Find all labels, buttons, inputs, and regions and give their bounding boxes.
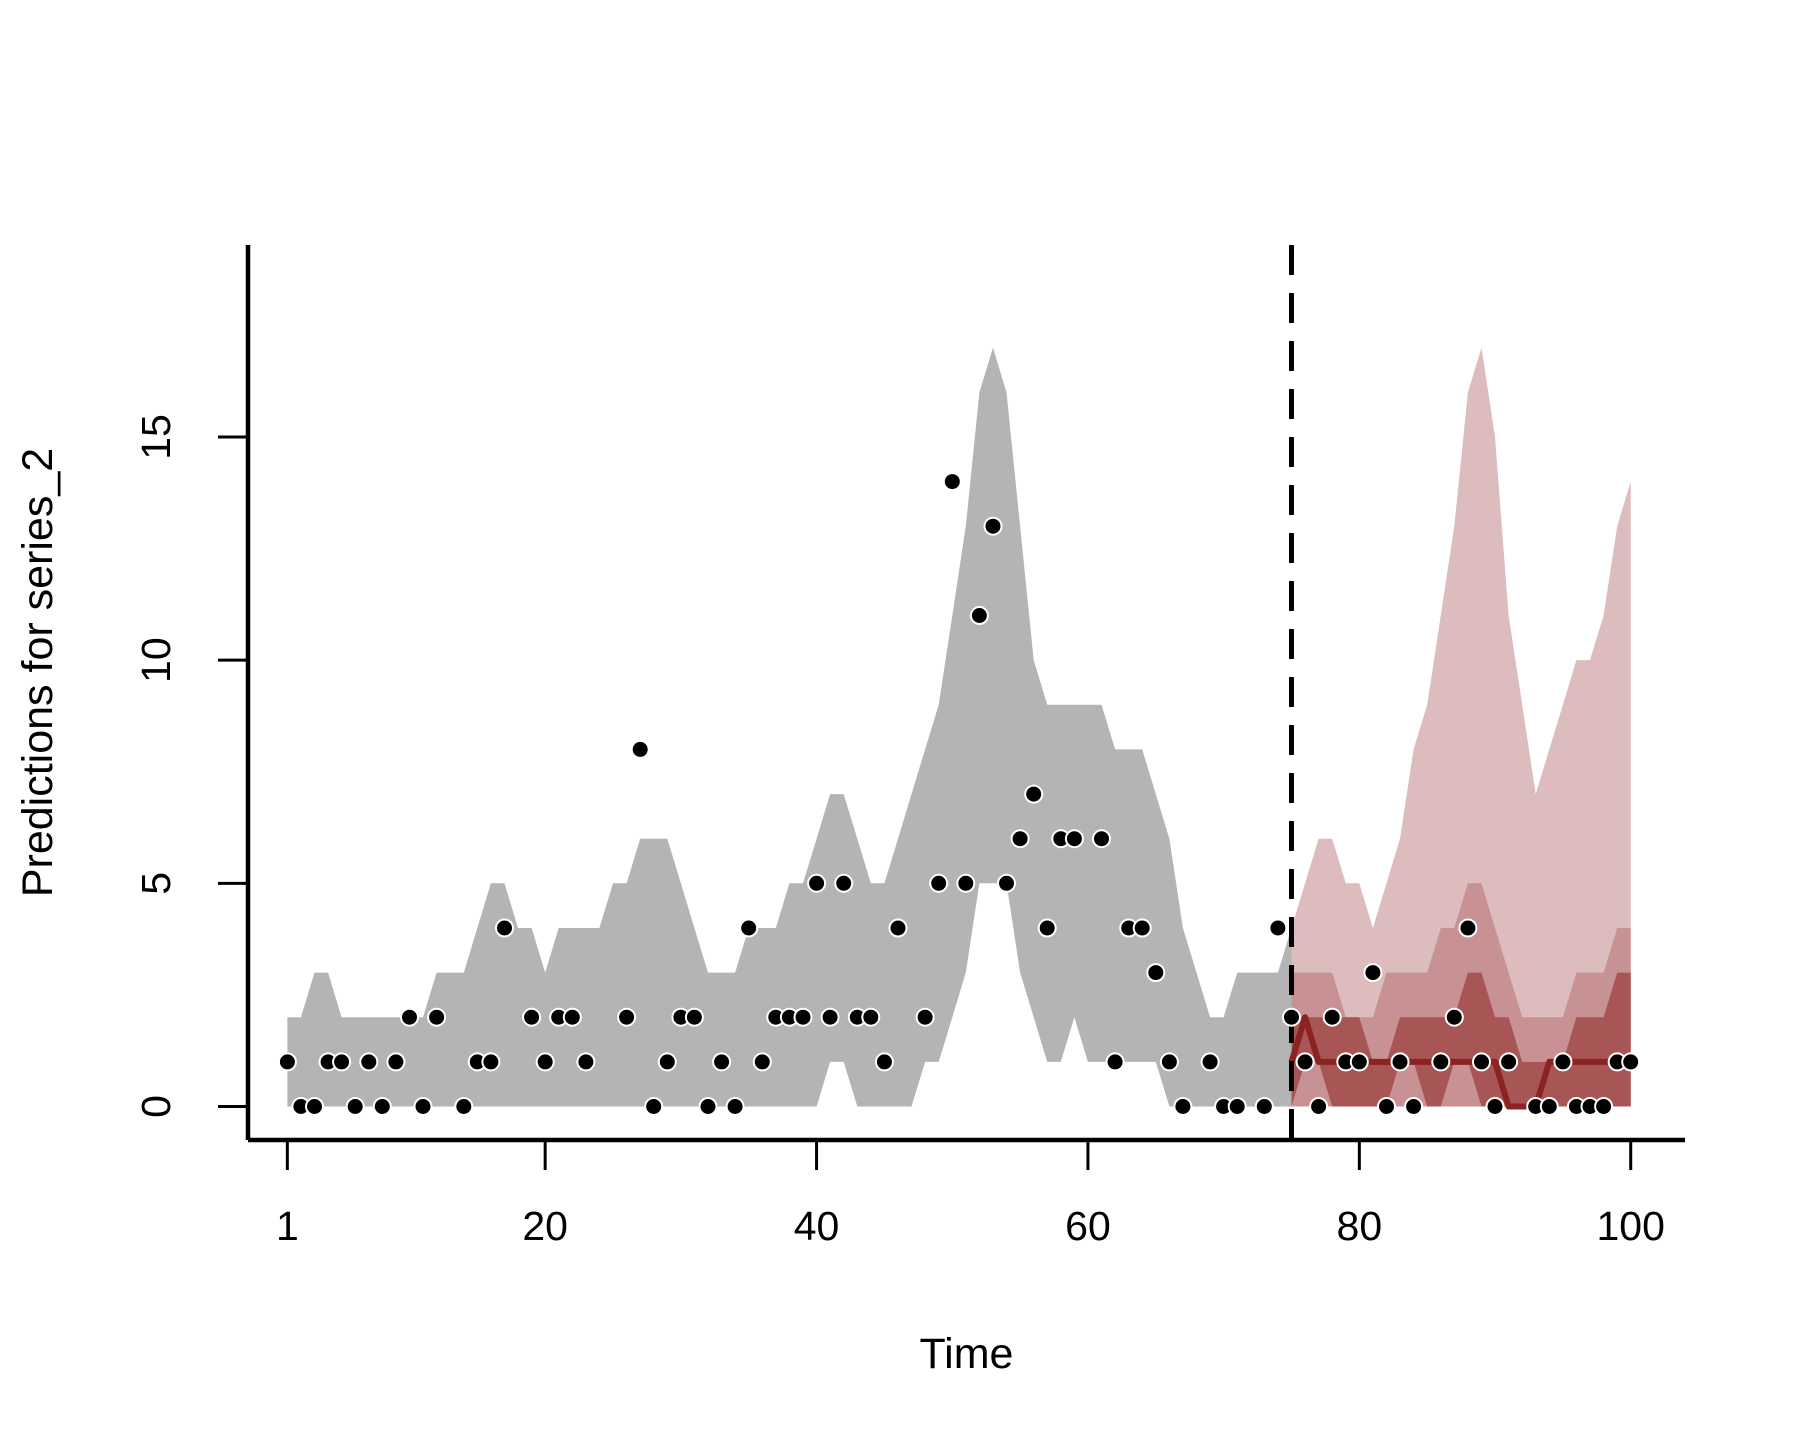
observed-point — [915, 1007, 935, 1027]
observed-point — [1173, 1097, 1193, 1116]
observed-point — [617, 1007, 637, 1027]
x-tick-label: 20 — [522, 1203, 568, 1249]
axes: 1 20 40 60 80 100 0 5 10 15 — [133, 245, 1685, 1249]
observed-point — [1105, 1052, 1125, 1072]
observed-point — [712, 1052, 732, 1072]
y-tick-label: 0 — [133, 1095, 179, 1118]
observed-point — [684, 1007, 704, 1027]
observed-point — [834, 873, 854, 893]
plot-area — [277, 245, 1641, 1140]
observed-point — [372, 1097, 392, 1116]
x-tick-label: 1 — [276, 1203, 299, 1249]
observed-point — [305, 1097, 324, 1116]
observed-point — [1024, 784, 1044, 804]
x-tick-label: 40 — [794, 1203, 840, 1249]
observed-point — [400, 1007, 419, 1027]
observed-point — [793, 1007, 813, 1027]
observed-point — [332, 1052, 352, 1072]
y-tick-label: 5 — [133, 872, 179, 895]
y-tick-label: 15 — [133, 414, 179, 460]
observed-point — [630, 739, 650, 759]
observed-point — [522, 1007, 542, 1027]
observed-point — [969, 606, 989, 625]
observed-point — [1621, 1052, 1641, 1072]
observed-point — [1092, 829, 1111, 849]
observed-point — [820, 1007, 840, 1027]
observed-point — [481, 1052, 501, 1072]
observed-point — [1444, 1007, 1464, 1027]
observed-point — [698, 1097, 718, 1116]
observed-point — [454, 1097, 474, 1116]
observed-point — [495, 918, 514, 938]
observed-point — [657, 1052, 677, 1072]
observed-point — [1377, 1097, 1396, 1116]
y-axis-title: Predictions for series_2 — [14, 448, 62, 897]
observed-point — [1553, 1052, 1573, 1072]
observed-point — [1472, 1052, 1491, 1072]
y-tick-label: 10 — [133, 637, 179, 683]
observed-point — [386, 1052, 406, 1072]
observed-point — [997, 873, 1016, 893]
observed-point — [1349, 1052, 1369, 1072]
observed-point — [1539, 1097, 1559, 1116]
x-axis-title: Time — [920, 1330, 1014, 1378]
observed-point — [1282, 1007, 1301, 1027]
observed-point — [562, 1007, 582, 1027]
observed-point — [739, 918, 759, 938]
observed-point — [1254, 1097, 1274, 1116]
forecast-mid-band — [1291, 883, 1631, 1107]
observed-point — [1404, 1097, 1424, 1116]
observed-point — [983, 516, 1003, 536]
observed-point — [345, 1097, 365, 1116]
observed-point — [1159, 1052, 1179, 1072]
observed-point — [1458, 918, 1478, 938]
observed-point — [1499, 1052, 1519, 1072]
observed-point — [1200, 1052, 1220, 1072]
observed-point — [725, 1097, 745, 1116]
observed-point — [861, 1007, 881, 1027]
observed-point — [1010, 829, 1030, 849]
observed-point — [929, 873, 949, 893]
observed-point — [1431, 1052, 1451, 1072]
observed-point — [359, 1052, 379, 1072]
observed-point — [277, 1052, 297, 1072]
observed-interval-band — [287, 347, 1292, 1107]
observed-point — [1594, 1097, 1614, 1116]
observed-point — [956, 873, 976, 893]
observed-point — [535, 1052, 555, 1072]
observed-point — [888, 918, 908, 938]
observed-point — [1227, 1097, 1247, 1116]
observed-point — [1268, 918, 1288, 938]
observed-point — [752, 1052, 772, 1072]
observed-point — [644, 1097, 664, 1116]
observed-point — [1146, 963, 1166, 983]
x-tick-label: 100 — [1597, 1203, 1665, 1249]
observed-point — [1363, 963, 1383, 983]
observed-point — [1064, 829, 1084, 849]
forecast-outer-band — [1291, 347, 1631, 1107]
observed-point — [942, 472, 962, 492]
observed-point — [576, 1052, 596, 1072]
observed-point — [1295, 1052, 1315, 1072]
observed-point — [1322, 1007, 1342, 1027]
observed-point — [1485, 1097, 1505, 1116]
x-tick-label: 80 — [1337, 1203, 1383, 1249]
observed-point — [874, 1052, 894, 1072]
observed-point — [807, 873, 827, 893]
observed-point — [1037, 918, 1057, 938]
observed-point — [413, 1097, 433, 1116]
observed-point — [1390, 1052, 1410, 1072]
observed-point — [427, 1007, 447, 1027]
observed-point — [1132, 918, 1152, 938]
observed-point — [1309, 1097, 1329, 1116]
x-tick-label: 60 — [1065, 1203, 1111, 1249]
